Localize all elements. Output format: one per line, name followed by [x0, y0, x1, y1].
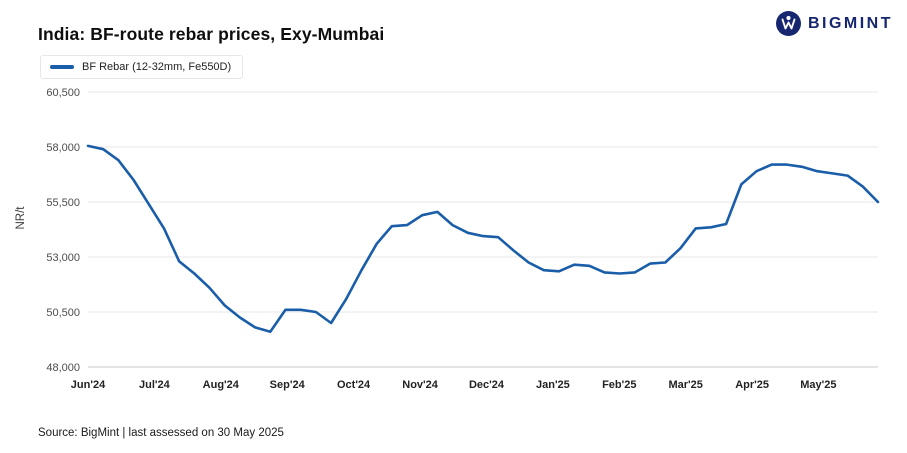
- y-axis-title: NR/t: [15, 206, 27, 230]
- x-axis-tick-label: Dec'24: [469, 379, 505, 391]
- x-axis-tick-label: Jan'25: [536, 379, 570, 391]
- y-axis-tick-label: 48,000: [46, 362, 80, 374]
- y-axis-tick-label: 55,500: [46, 197, 80, 209]
- legend-label: BF Rebar (12-32mm, Fe550D): [82, 61, 232, 73]
- x-axis-tick-label: Mar'25: [668, 379, 702, 391]
- x-axis-tick-label: Aug'24: [203, 379, 240, 391]
- x-axis-tick-label: Apr'25: [735, 379, 769, 391]
- legend-line-swatch: [50, 65, 74, 69]
- source-note: Source: BigMint | last assessed on 30 Ma…: [38, 427, 284, 439]
- y-axis-tick-label: 53,000: [46, 252, 80, 264]
- bigmint-logo-text: BIGMINT: [807, 14, 893, 32]
- x-axis-tick-label: Oct'24: [337, 379, 371, 391]
- x-axis-tick-label: Sep'24: [270, 379, 306, 391]
- x-axis-tick-label: Jun'24: [71, 379, 106, 391]
- x-axis-tick-label: Jul'24: [139, 379, 171, 391]
- legend[interactable]: BF Rebar (12-32mm, Fe550D): [40, 55, 244, 79]
- x-axis-tick-label: Nov'24: [402, 379, 439, 391]
- y-axis-tick-label: 50,500: [46, 307, 80, 319]
- bigmint-logo: BIGMINT: [775, 11, 893, 36]
- y-axis-tick-label: 58,000: [46, 142, 80, 154]
- chart-title: India: BF-route rebar prices, Exy-Mumbai: [38, 24, 385, 44]
- x-axis-tick-label: Feb'25: [602, 379, 636, 391]
- x-axis-tick-label: May'25: [800, 379, 836, 391]
- y-axis-tick-label: 60,500: [46, 87, 80, 99]
- bigmint-logo-icon: [775, 11, 801, 36]
- price-line: [86, 144, 880, 334]
